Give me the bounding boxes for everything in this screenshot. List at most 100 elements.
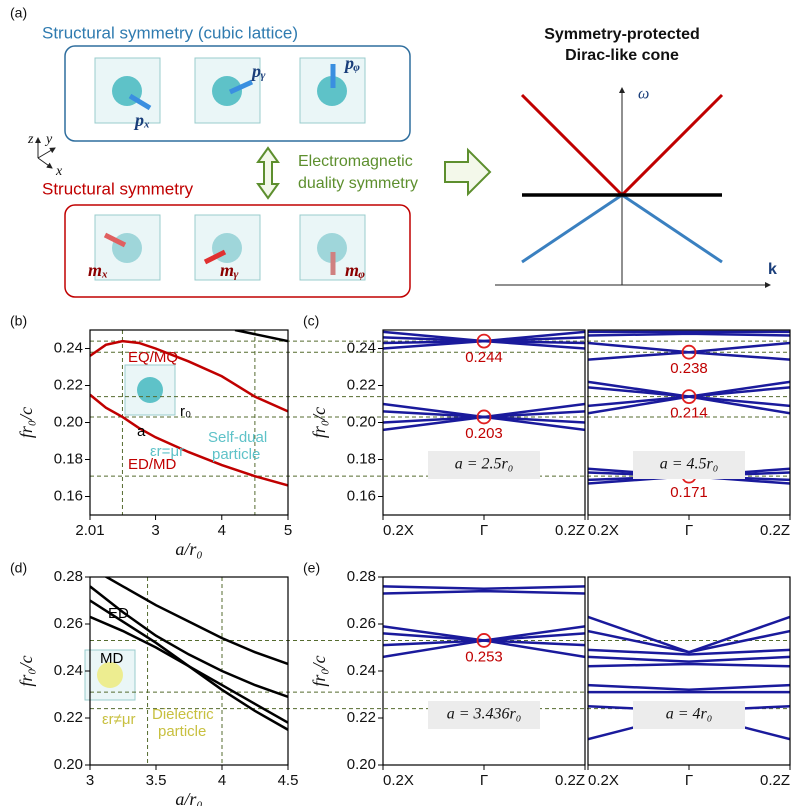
x-tick-label: 0.2X (383, 772, 414, 789)
annotation: εr=μr (150, 443, 184, 460)
cone-line (620, 93, 724, 197)
crossing-marker (476, 409, 492, 425)
y-axis-label: fr₀/c (309, 655, 329, 686)
y-tick-label: 0.24 (54, 339, 83, 356)
x-tick-label: 0.2Z (555, 522, 585, 539)
x-tick-label: 3 (86, 772, 94, 789)
annotation: εr≠μr (102, 711, 136, 728)
annotation: ED/MD (128, 456, 177, 473)
annotation: particle (158, 723, 206, 740)
annotation: Dielectric (152, 706, 214, 723)
curve (90, 615, 288, 724)
annotation: r₀ (180, 403, 191, 420)
curve (103, 577, 288, 666)
duality-label: Electromagnetic (298, 153, 413, 170)
top-box (64, 45, 411, 142)
curve (383, 330, 585, 350)
duality-label: duality symmetry (298, 175, 418, 192)
crossing-label: 0.244 (465, 349, 503, 366)
x-tick-label: 5 (284, 522, 292, 539)
y-tick-label: 0.26 (347, 615, 376, 632)
annotation: a (137, 423, 146, 440)
plot-frame (587, 576, 791, 766)
x-tick-label: 0.2Z (555, 772, 585, 789)
y-tick-label: 0.22 (54, 709, 83, 726)
crossing-label: 0.203 (465, 425, 503, 442)
p-label: pₓ (133, 110, 150, 130)
box-label: a = 3.436r₀ (447, 706, 522, 723)
y-axis-label: fr₀/c (16, 407, 36, 438)
y-axis-label: fr₀/c (309, 407, 329, 438)
cone-title: Dirac-like cone (565, 47, 679, 64)
panel-label: (c) (303, 313, 319, 329)
panel-label: (a) (10, 5, 27, 21)
m-label: mᵧ (220, 260, 239, 280)
x-axis-label: a/r₀ (175, 539, 202, 559)
m-label: mᵩ (345, 260, 365, 280)
x-tick-label: 0.2Z (760, 522, 790, 539)
x-tick-label: 4 (218, 522, 226, 539)
curve (383, 589, 585, 595)
label-box (633, 451, 745, 479)
x-axis-label: a/r₀ (175, 789, 202, 806)
axis-letter: z (27, 132, 34, 147)
cone-line (621, 193, 723, 264)
cone-line (520, 93, 624, 197)
crossing-marker (476, 633, 492, 648)
x-tick-label: 0.2Z (760, 772, 790, 789)
x-tick-label: 3 (151, 522, 159, 539)
crossing-label: 0.238 (670, 360, 708, 377)
cone-line (521, 193, 623, 264)
bottom-box-title: Structural symmetry (42, 179, 194, 198)
k: k (768, 261, 777, 278)
annotation: ED (108, 605, 129, 622)
annotation: EQ/MQ (128, 349, 178, 366)
box-label: a = 4.5r₀ (660, 456, 719, 473)
y-tick-label: 0.18 (54, 450, 83, 467)
panel-label: (d) (10, 560, 27, 576)
box-label: a = 2.5r₀ (455, 456, 514, 473)
y-tick-label: 0.18 (347, 450, 376, 467)
curve (588, 332, 790, 337)
curve (90, 585, 288, 699)
box-label: a = 4r₀ (666, 706, 713, 723)
curve (234, 330, 288, 343)
x-tick-label: Γ (480, 772, 488, 789)
y-tick-label: 0.24 (347, 662, 376, 679)
y-tick-label: 0.20 (54, 413, 83, 430)
y-tick-label: 0.22 (347, 709, 376, 726)
curve (588, 662, 790, 668)
y-tick-label: 0.28 (347, 568, 376, 585)
x-tick-label: 4.5 (278, 772, 299, 789)
inset-sphere (137, 377, 163, 403)
curve (588, 386, 790, 398)
crossing-marker (681, 389, 697, 405)
plot-frame (89, 329, 289, 516)
axis-letter: x (55, 164, 63, 179)
x-tick-label: 0.2X (588, 522, 619, 539)
curve (383, 625, 585, 659)
curve (588, 655, 790, 663)
curve (383, 585, 585, 591)
y-tick-label: 0.16 (54, 487, 83, 504)
x-tick-label: 4 (218, 772, 226, 789)
x-tick-label: 0.2X (383, 522, 414, 539)
x-tick-label: Γ (685, 522, 693, 539)
crossing-marker (476, 333, 492, 349)
curve (90, 339, 288, 413)
y-tick-label: 0.28 (54, 568, 83, 585)
curve (588, 629, 790, 654)
x-tick-label: 0.2X (588, 772, 619, 789)
label-box (428, 451, 540, 479)
x-tick-label: Γ (480, 522, 488, 539)
plot-frame (382, 576, 586, 766)
panel-label: (e) (303, 560, 320, 576)
crossing-label: 0.214 (670, 405, 708, 422)
bottom-box (64, 204, 411, 298)
label-box (633, 701, 745, 729)
curve (588, 341, 790, 354)
y-axis-label: fr₀/c (16, 655, 36, 686)
y-tick-label: 0.20 (347, 756, 376, 773)
axes-icon (35, 137, 56, 169)
